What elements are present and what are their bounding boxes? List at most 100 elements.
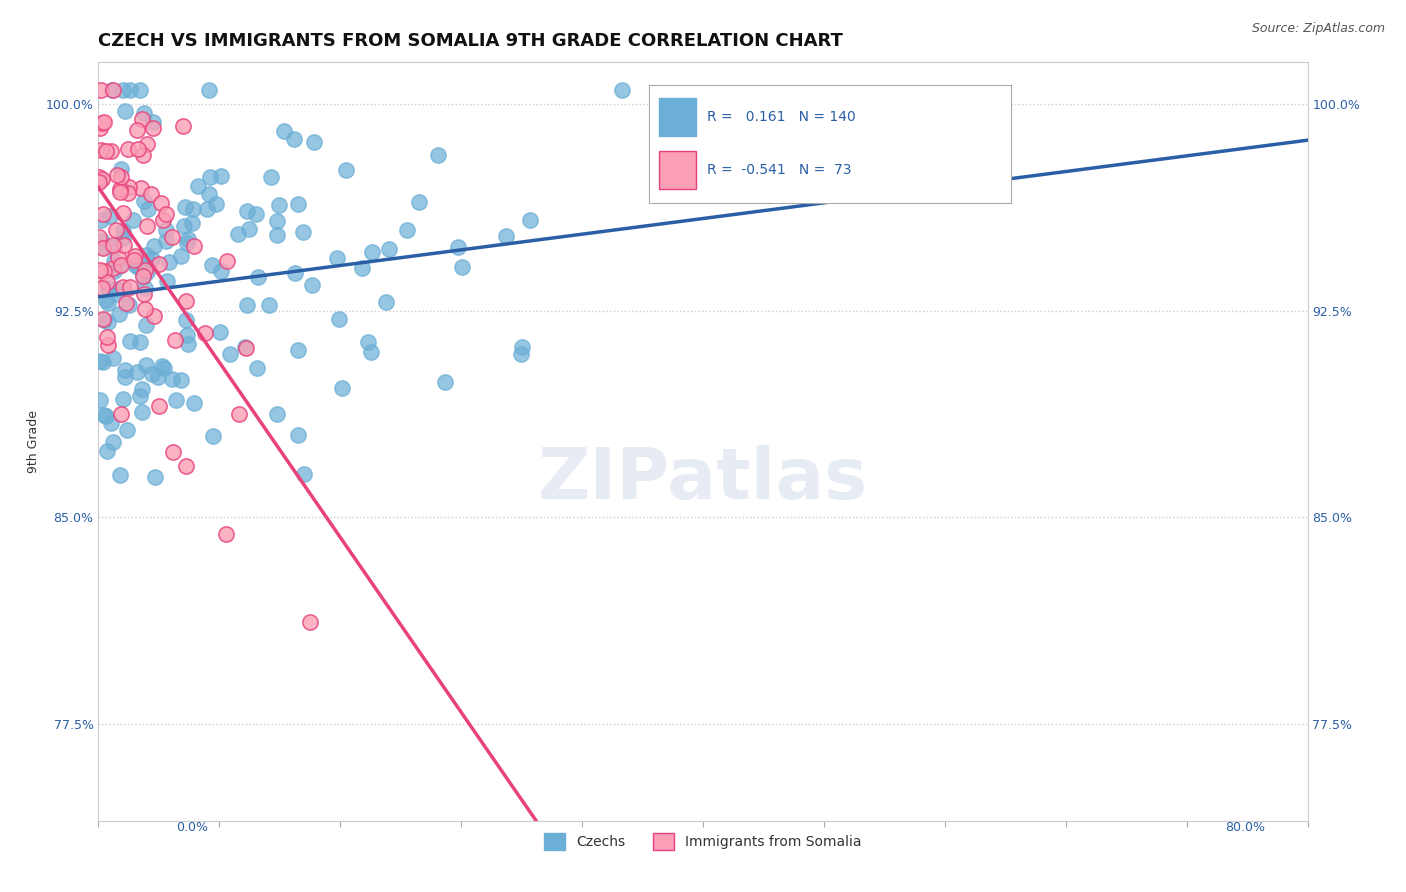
Point [165,393,187,408]
Point [111,83,134,97]
Point [91,235,114,249]
Point [146,370,169,384]
Point [117,423,139,437]
Point [103,240,125,254]
Point [131,112,153,126]
Point [170,373,193,387]
Point [142,310,165,324]
Point [90,83,112,97]
Point [89,175,111,189]
Point [90,281,112,295]
Point [157,255,180,269]
Point [97,338,120,352]
Point [174,313,197,327]
Point [150,196,173,211]
Point [141,367,163,381]
Text: CZECH VS IMMIGRANTS FROM SOMALIA 9TH GRADE CORRELATION CHART: CZECH VS IMMIGRANTS FROM SOMALIA 9TH GRA… [98,32,844,50]
Point [160,372,183,386]
Point [226,227,249,241]
Point [141,252,163,267]
Point [287,427,309,442]
Point [330,381,353,395]
Point [283,132,305,146]
Point [103,264,125,278]
Point [110,259,132,273]
Point [152,212,174,227]
Point [127,123,149,137]
Point [136,136,159,151]
Point [111,205,134,219]
Point [194,326,217,341]
Point [127,260,149,274]
Point [304,136,326,150]
Point [132,147,155,161]
Point [200,258,222,272]
Point [519,212,541,227]
Point [125,365,148,379]
Point [89,121,111,136]
Point [176,294,198,309]
Point [98,210,121,224]
Point [205,196,228,211]
Point [170,249,193,263]
Point [104,223,127,237]
Point [96,444,118,458]
Point [124,258,146,272]
Point [143,470,166,484]
Point [375,294,398,309]
Point [110,407,132,421]
Point [195,202,218,216]
Point [103,434,125,449]
Point [105,287,128,301]
Point [131,405,153,419]
Point [135,248,157,262]
Point [135,318,157,332]
Point [118,179,141,194]
Point [245,207,267,221]
Point [97,281,120,295]
Point [163,333,186,347]
Point [352,260,374,275]
Point [260,169,283,184]
Legend: Czechs, Immigrants from Somalia: Czechs, Immigrants from Somalia [538,828,868,855]
Point [89,263,111,277]
Point [142,239,165,253]
Point [134,262,156,277]
Point [117,142,139,156]
Point [209,169,232,184]
Point [426,148,449,162]
Point [90,172,112,186]
Point [93,264,115,278]
Point [128,83,150,97]
Point [136,219,159,233]
Point [90,240,112,254]
Point [118,334,141,348]
Point [198,169,221,184]
Point [510,340,533,354]
Point [257,298,280,312]
Point [103,238,125,252]
Point [198,83,221,97]
Point [326,251,349,265]
Point [112,279,135,293]
Point [108,307,131,321]
Point [395,223,418,237]
Point [301,278,323,293]
Point [218,347,240,361]
Point [108,185,131,199]
Point [245,361,267,376]
Point [89,143,111,157]
Point [173,219,195,234]
Point [89,230,111,244]
Point [131,181,153,195]
Point [150,359,173,373]
Point [129,389,152,403]
Point [408,195,430,210]
Point [89,353,111,368]
Point [155,222,177,236]
Point [451,260,474,275]
Point [114,363,136,377]
Point [173,200,195,214]
Point [284,266,307,280]
Point [197,187,219,202]
